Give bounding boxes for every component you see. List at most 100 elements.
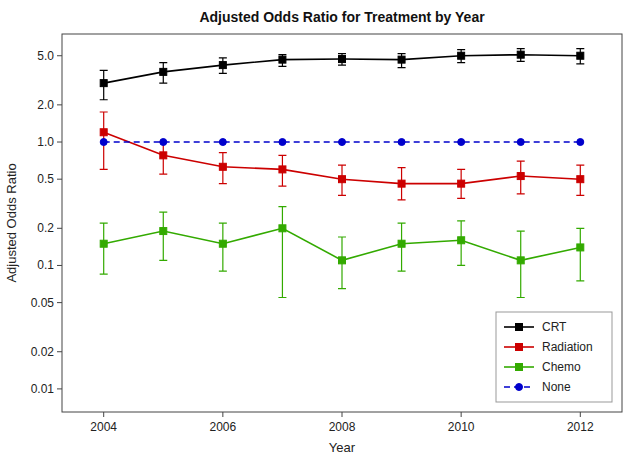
error-bar: [159, 142, 167, 174]
data-point: [458, 52, 465, 59]
data-point: [577, 176, 584, 183]
legend: CRT Radiation Chemo None: [496, 312, 612, 402]
y-tick: [57, 228, 62, 229]
legend-marker: [516, 364, 523, 371]
y-tick: [57, 265, 62, 266]
data-point: [279, 225, 286, 232]
x-tick: [342, 412, 343, 417]
error-bar: [159, 63, 167, 84]
data-point: [279, 166, 286, 173]
data-point: [458, 180, 465, 187]
data-point: [219, 240, 226, 247]
y-tick: [57, 55, 62, 56]
data-point: [279, 139, 286, 146]
y-tick: [57, 302, 62, 303]
data-point: [160, 228, 167, 235]
error-bar: [517, 49, 525, 62]
data-point: [398, 139, 405, 146]
data-point: [160, 139, 167, 146]
y-tick-label: 2.0: [37, 98, 54, 112]
y-tick-label: 0.05: [31, 296, 55, 310]
legend-marker: [516, 384, 523, 391]
y-tick: [57, 179, 62, 180]
x-tick-label: 2008: [329, 420, 356, 434]
data-point: [339, 139, 346, 146]
legend-box: [496, 312, 612, 402]
data-point: [458, 139, 465, 146]
data-point: [398, 180, 405, 187]
y-tick: [57, 388, 62, 389]
y-tick-label: 0.01: [31, 382, 55, 396]
data-point: [339, 176, 346, 183]
legend-marker: [516, 324, 523, 331]
error-bar: [457, 169, 465, 198]
series-line: [104, 55, 581, 83]
data-point: [398, 56, 405, 63]
error-bar: [219, 223, 227, 271]
data-point: [160, 152, 167, 159]
error-bar: [398, 223, 406, 271]
x-tick-label: 2010: [448, 420, 475, 434]
y-tick: [57, 351, 62, 352]
y-axis-label: Adjusted Odds Ratio: [4, 163, 19, 282]
error-bar: [278, 207, 286, 298]
data-point: [339, 257, 346, 264]
series-line: [104, 228, 581, 260]
error-bar: [338, 54, 346, 65]
error-bar: [219, 58, 227, 73]
data-point: [517, 257, 524, 264]
data-point: [458, 237, 465, 244]
x-tick: [580, 412, 581, 417]
plot-area: [100, 49, 585, 298]
x-tick: [461, 412, 462, 417]
y-tick: [57, 142, 62, 143]
data-point: [279, 56, 286, 63]
data-point: [577, 52, 584, 59]
data-point: [517, 173, 524, 180]
legend-label: Radiation: [542, 340, 593, 354]
data-point: [577, 244, 584, 251]
error-bar: [159, 212, 167, 260]
series-line: [104, 132, 581, 183]
legend-label: CRT: [542, 320, 567, 334]
error-bar: [457, 221, 465, 266]
error-bar: [457, 50, 465, 63]
data-point: [219, 139, 226, 146]
error-bar: [219, 153, 227, 184]
y-tick: [57, 104, 62, 105]
legend-label: None: [542, 380, 571, 394]
data-point: [100, 139, 107, 146]
data-point: [219, 62, 226, 69]
error-bar: [100, 70, 108, 99]
title: Adjusted Odds Ratio for Treatment by Yea…: [199, 9, 485, 25]
data-point: [100, 80, 107, 87]
error-bar: [576, 165, 584, 195]
data-point: [517, 139, 524, 146]
error-bar: [398, 54, 406, 68]
data-point: [160, 68, 167, 75]
legend-label: Chemo: [542, 360, 581, 374]
y-tick-label: 0.02: [31, 345, 55, 359]
x-tick-label: 2004: [90, 420, 117, 434]
data-point: [577, 139, 584, 146]
x-axis-label: Year: [329, 440, 356, 455]
data-point: [219, 163, 226, 170]
error-bar: [278, 155, 286, 186]
x-tick: [222, 412, 223, 417]
error-bar: [338, 237, 346, 289]
legend-marker: [516, 344, 523, 351]
error-bar: [517, 231, 525, 297]
x-tick-label: 2012: [567, 420, 594, 434]
error-bar: [398, 168, 406, 200]
error-bar: [100, 223, 108, 274]
error-bar: [100, 112, 108, 169]
y-tick-label: 5.0: [37, 49, 54, 63]
error-bar: [576, 49, 584, 64]
plot-frame: [62, 34, 622, 412]
y-tick-label: 0.1: [37, 258, 54, 272]
data-point: [100, 240, 107, 247]
x-tick: [103, 412, 104, 417]
x-tick-label: 2006: [209, 420, 236, 434]
data-point: [398, 240, 405, 247]
error-bar: [278, 55, 286, 67]
